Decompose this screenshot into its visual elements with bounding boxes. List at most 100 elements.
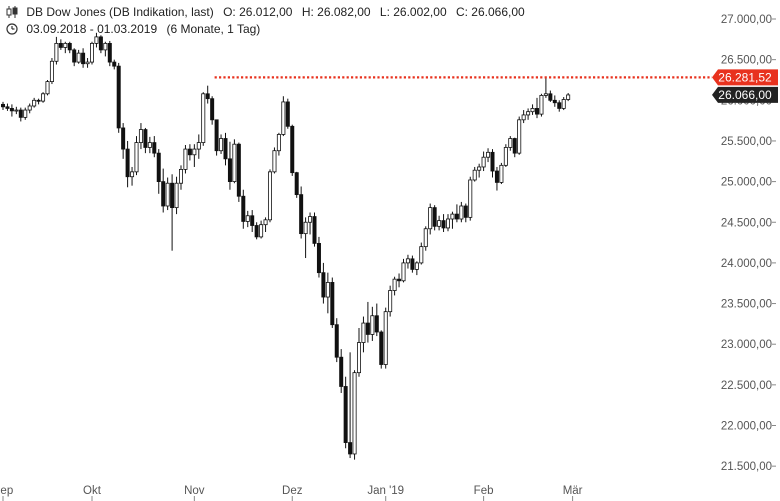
- candle: [512, 137, 517, 158]
- candle: [201, 92, 206, 146]
- candle: [543, 76, 548, 98]
- candle: [130, 166, 135, 186]
- y-tick-label: 25.000,00: [721, 177, 772, 189]
- candle-body: [392, 278, 397, 291]
- candle: [477, 163, 482, 178]
- candle: [250, 210, 255, 233]
- candle: [281, 96, 286, 137]
- candle-body: [499, 164, 504, 183]
- candle-body: [192, 148, 197, 156]
- candle: [267, 169, 272, 223]
- candle-body: [299, 194, 304, 235]
- candle: [259, 220, 264, 239]
- candle: [98, 35, 103, 54]
- candle: [561, 97, 566, 111]
- candle: [107, 40, 112, 67]
- close-value: C: 26.066,00: [455, 5, 525, 19]
- candle: [503, 144, 508, 167]
- candle-body: [183, 148, 188, 170]
- candle-body: [18, 109, 23, 118]
- candle: [134, 136, 139, 176]
- candle: [557, 100, 562, 112]
- candle: [276, 132, 281, 156]
- candle: [36, 98, 41, 105]
- candle-body: [241, 195, 246, 222]
- candle: [125, 140, 130, 188]
- candle: [486, 148, 491, 163]
- candle-body: [143, 129, 148, 148]
- candle: [245, 210, 250, 228]
- candle-body: [201, 93, 206, 143]
- candle-body: [276, 134, 281, 152]
- candle: [330, 277, 335, 328]
- candle-body: [236, 143, 241, 197]
- candle: [54, 36, 59, 65]
- candle: [90, 41, 95, 65]
- candle-body: [54, 42, 59, 62]
- chart-header-line-1: DB Dow Jones (DB Indikation, last) O: 26…: [6, 5, 531, 21]
- candle-body: [156, 152, 161, 183]
- candle-body: [379, 331, 384, 365]
- candle: [441, 214, 446, 233]
- candle-body: [508, 138, 513, 148]
- candle: [85, 58, 90, 68]
- candle: [419, 242, 424, 265]
- candle-body: [67, 42, 72, 51]
- candle-body: [535, 108, 540, 115]
- candle: [517, 116, 522, 155]
- x-tick-label: Sep: [0, 485, 13, 497]
- candle-body: [170, 182, 175, 209]
- candle-body: [152, 142, 157, 154]
- candle-body: [339, 356, 344, 387]
- candle: [414, 261, 419, 276]
- candle: [423, 226, 428, 251]
- candle: [294, 171, 299, 198]
- resistance-badge: [712, 69, 778, 86]
- candle: [210, 96, 215, 125]
- candle-body: [36, 99, 41, 102]
- candle-body: [134, 142, 139, 173]
- candle: [81, 48, 86, 68]
- candle: [361, 316, 366, 353]
- candle-body: [432, 207, 437, 227]
- candle-body: [401, 262, 406, 282]
- candle: [450, 211, 455, 229]
- candle-body: [343, 386, 348, 443]
- candle: [566, 92, 571, 102]
- candle: [521, 110, 526, 124]
- candle: [174, 176, 179, 215]
- candle-body: [530, 108, 535, 113]
- candle: [23, 107, 28, 120]
- candle: [405, 254, 410, 269]
- x-tick-label: Feb: [474, 485, 494, 497]
- candle-body: [227, 158, 232, 182]
- candle: [490, 149, 495, 178]
- candle: [241, 189, 246, 229]
- candle-body: [352, 372, 357, 455]
- candle: [58, 39, 63, 50]
- candle-body: [294, 172, 299, 196]
- candle: [356, 327, 361, 377]
- candle: [388, 285, 393, 317]
- last-price-badge: [712, 86, 778, 103]
- candle: [103, 41, 108, 57]
- candle: [397, 273, 402, 288]
- candle: [463, 203, 468, 223]
- candle: [401, 258, 406, 283]
- x-tick-label: Nov: [184, 485, 205, 497]
- candle-body: [321, 272, 326, 298]
- y-tick-label: 24.000,00: [721, 258, 772, 270]
- candle: [63, 41, 68, 54]
- candle-body: [32, 99, 37, 107]
- candle-body: [9, 108, 14, 112]
- y-tick-label: 23.000,00: [721, 339, 772, 351]
- candle-body: [254, 225, 259, 238]
- candle-body: [557, 102, 562, 109]
- candle-body: [107, 42, 112, 63]
- candle: [454, 204, 459, 223]
- candle: [428, 203, 433, 235]
- candle-body: [477, 166, 482, 171]
- candle-body: [5, 106, 10, 109]
- candle-body: [490, 151, 495, 172]
